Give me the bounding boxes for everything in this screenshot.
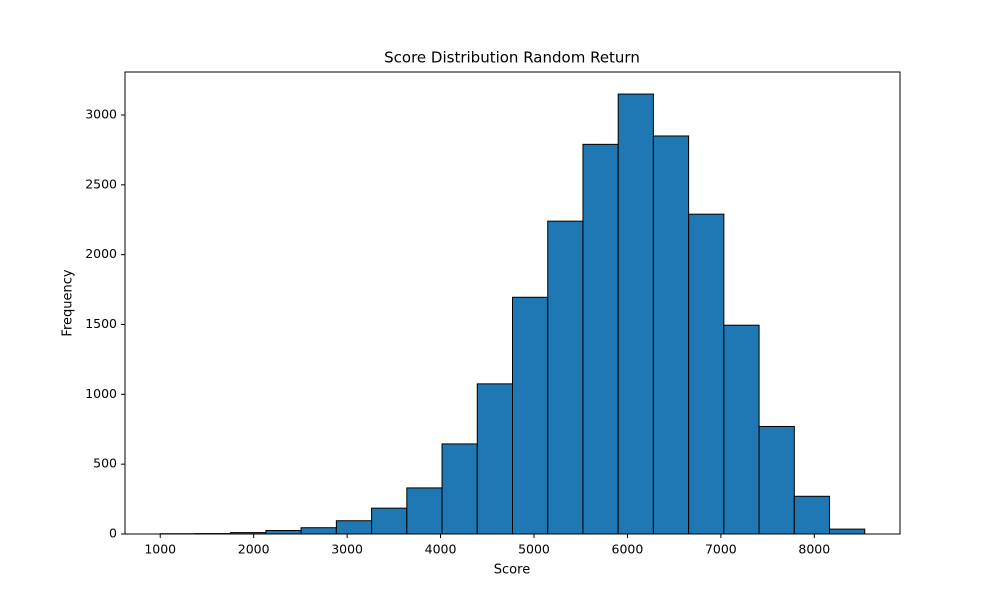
y-tick-label: 3000 [85, 107, 117, 122]
x-tick-label: 1000 [144, 542, 176, 557]
bar [688, 213, 725, 535]
y-tick-label: 500 [93, 456, 117, 471]
y-tick-label: 0 [109, 526, 117, 541]
chart-title: Score Distribution Random Return [384, 49, 640, 67]
y-tick-label: 1500 [85, 316, 117, 331]
bar [652, 135, 690, 535]
x-tick-label: 6000 [612, 542, 644, 557]
x-tick-label: 4000 [425, 542, 457, 557]
x-tick-label: 3000 [331, 542, 363, 557]
bar [758, 425, 795, 535]
x-tick-label: 2000 [238, 542, 270, 557]
y-tick-label: 1000 [85, 386, 117, 401]
bar [406, 487, 443, 535]
bar [617, 93, 654, 535]
bar [335, 520, 373, 535]
bar [723, 324, 760, 535]
plot-frame [124, 71, 901, 535]
bar [582, 143, 619, 535]
bar [476, 383, 514, 535]
bar [300, 527, 337, 535]
bar [265, 530, 302, 535]
bar [547, 220, 584, 535]
x-tick-label: 8000 [798, 542, 830, 557]
x-tick-label: 7000 [705, 542, 737, 557]
y-tick-label: 2500 [85, 176, 117, 191]
x-tick-label: 5000 [518, 542, 550, 557]
bar [512, 296, 549, 535]
x-axis-label: Score [494, 563, 530, 578]
bar [793, 495, 831, 535]
bar [829, 528, 866, 535]
y-tick-label: 2000 [85, 246, 117, 261]
bar [441, 443, 478, 535]
bar [371, 507, 408, 535]
y-axis-label: Frequency [61, 269, 76, 336]
